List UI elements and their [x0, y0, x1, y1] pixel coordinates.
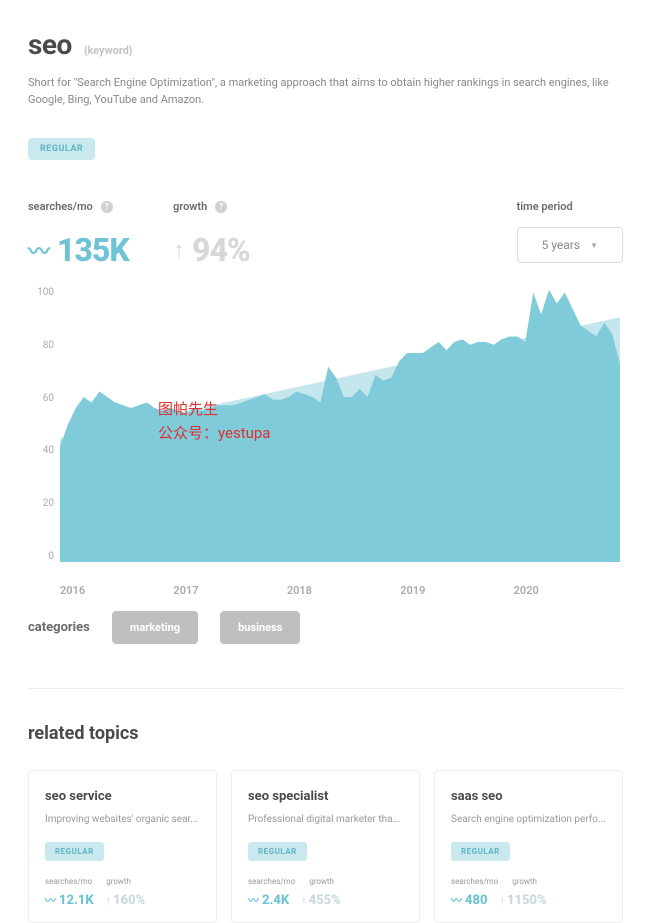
arrow-up-icon: ↑ — [173, 236, 184, 265]
card-desc: Improving websites' organic sear... — [45, 814, 200, 825]
metric-label: searches/mo ? — [28, 200, 173, 213]
related-card[interactable]: saas seo Search engine optimization perfo… — [434, 770, 623, 923]
description: Short for "Search Engine Optimization", … — [28, 75, 623, 108]
card-growth-value: ↑455% — [301, 893, 341, 908]
arrow-up-icon: ↑ — [106, 894, 112, 907]
related-card[interactable]: seo service Improving websites' organic s… — [28, 770, 217, 923]
card-desc: Professional digital marketer tha... — [248, 814, 403, 825]
time-period-dropdown[interactable]: 5 years ▼ — [517, 227, 623, 263]
card-title: seo service — [45, 789, 200, 804]
metrics-row: searches/mo ? 〰 135K growth ? ↑ 94% time… — [28, 200, 623, 269]
growth-label: growth ? — [173, 200, 333, 213]
card-growth-value: ↑160% — [106, 893, 146, 908]
related-cards-row: seo service Improving websites' organic s… — [28, 770, 623, 923]
related-topics-title: related topics — [28, 723, 623, 744]
x-tick: 2017 — [173, 584, 286, 597]
trend-chart: 100806040200 图帕先生 公众号：yestupa 2016201720… — [28, 287, 627, 597]
searches-label-text: searches/mo — [28, 200, 93, 213]
regular-badge: REGULAR — [28, 138, 95, 160]
chevron-down-icon: ▼ — [590, 241, 598, 250]
arrow-up-icon: ↑ — [500, 894, 506, 907]
card-title: saas seo — [451, 789, 606, 804]
growth-value: ↑ 94% — [173, 231, 333, 269]
metric-growth: growth ? ↑ 94% — [173, 200, 333, 269]
categories-row: categories marketing business — [28, 611, 623, 689]
title-row: seo {keyword} — [28, 28, 623, 61]
card-searches-value: 〰12.1K — [45, 892, 94, 908]
x-tick: 2018 — [287, 584, 400, 597]
card-metric-labels: searches/mogrowth — [451, 877, 606, 886]
y-tick: 0 — [48, 551, 54, 562]
wave-icon: 〰 — [451, 892, 462, 908]
card-badge: REGULAR — [45, 842, 104, 861]
category-chip-marketing[interactable]: marketing — [112, 611, 198, 644]
card-searches-value: 〰480 — [451, 892, 488, 908]
x-tick: 2020 — [514, 584, 627, 597]
card-title: seo specialist — [248, 789, 403, 804]
dropdown-value: 5 years — [542, 238, 580, 252]
y-tick: 60 — [43, 393, 54, 404]
arrow-up-icon: ↑ — [301, 894, 307, 907]
time-period: time period 5 years ▼ — [517, 200, 623, 263]
y-tick: 20 — [43, 498, 54, 509]
card-badge: REGULAR — [248, 842, 307, 861]
card-badge: REGULAR — [451, 842, 510, 861]
keyword-tag: {keyword} — [84, 44, 133, 57]
growth-label-text: growth — [173, 200, 207, 213]
y-tick: 80 — [43, 340, 54, 351]
card-metric-values: 〰480 ↑1150% — [451, 892, 606, 908]
help-icon[interactable]: ? — [215, 201, 227, 213]
card-metric-values: 〰12.1K ↑160% — [45, 892, 200, 908]
x-tick: 2019 — [400, 584, 513, 597]
help-icon[interactable]: ? — [101, 201, 113, 213]
y-tick: 100 — [37, 287, 54, 298]
card-searches-value: 〰2.4K — [248, 892, 289, 908]
x-axis: 20162017201820192020 — [60, 584, 627, 597]
wave-icon: 〰 — [28, 234, 49, 266]
searches-value: 〰 135K — [28, 231, 173, 269]
card-metric-labels: searches/mogrowth — [45, 877, 200, 886]
growth-value-text: 94% — [192, 231, 250, 269]
metric-searches: searches/mo ? 〰 135K — [28, 200, 173, 269]
wave-icon: 〰 — [248, 892, 259, 908]
x-tick: 2016 — [60, 584, 173, 597]
card-growth-value: ↑1150% — [500, 893, 547, 908]
card-metric-values: 〰2.4K ↑455% — [248, 892, 403, 908]
related-card[interactable]: seo specialist Professional digital marke… — [231, 770, 420, 923]
y-axis: 100 80 60 40 20 0 — [28, 287, 60, 562]
searches-value-text: 135K — [57, 231, 129, 269]
card-metric-labels: searches/mogrowth — [248, 877, 403, 886]
page-title: seo — [28, 28, 72, 61]
chart-svg — [60, 287, 620, 562]
time-period-label: time period — [517, 200, 623, 213]
categories-label: categories — [28, 620, 90, 635]
category-chip-business[interactable]: business — [220, 611, 300, 644]
wave-icon: 〰 — [45, 892, 56, 908]
card-desc: Search engine optimization perfo... — [451, 814, 606, 825]
y-tick: 40 — [43, 445, 54, 456]
